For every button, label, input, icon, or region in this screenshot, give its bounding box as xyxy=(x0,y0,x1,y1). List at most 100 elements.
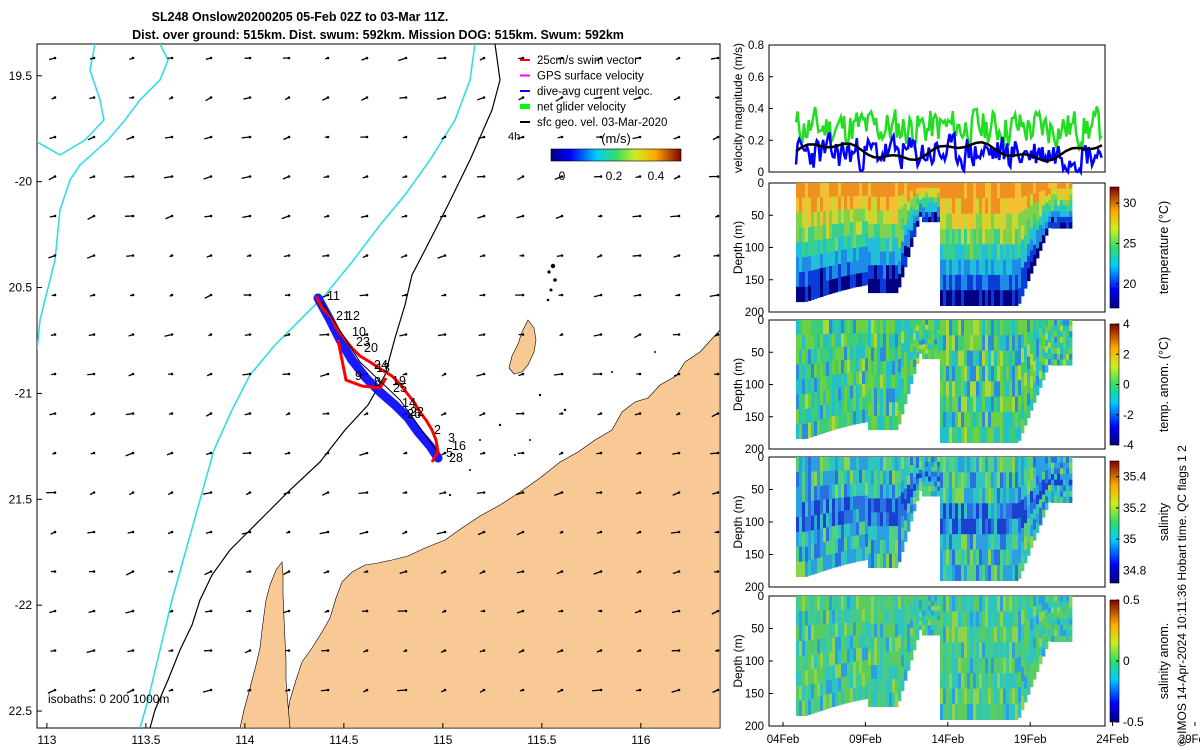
section-cell xyxy=(955,673,959,690)
section-cell xyxy=(1003,503,1007,520)
section-cell xyxy=(808,516,812,532)
section-cell xyxy=(898,596,902,610)
velocity-arrow-head xyxy=(443,56,447,60)
section-cell xyxy=(937,202,941,208)
section-cell xyxy=(883,361,887,376)
section-cell xyxy=(862,647,866,661)
section-cell xyxy=(970,229,974,245)
section-cell xyxy=(889,692,893,707)
velocity-arrow-head xyxy=(170,688,174,692)
section-cell xyxy=(1009,229,1013,245)
section-cell xyxy=(1012,411,1016,428)
section-cell xyxy=(829,484,833,500)
section-cell xyxy=(805,471,809,488)
section-cell xyxy=(1051,613,1055,620)
section-cell xyxy=(937,481,941,487)
section-cell xyxy=(913,622,917,631)
velocity-arrow-head xyxy=(638,372,642,376)
section-cell xyxy=(889,183,893,198)
section-cell xyxy=(1051,342,1055,349)
velocity-arrow-head xyxy=(53,649,57,652)
section-cell xyxy=(835,360,839,375)
section-cell xyxy=(1009,518,1013,535)
velocity-arrow-head xyxy=(404,293,408,297)
section-cell xyxy=(883,251,887,266)
section-cell xyxy=(1051,199,1055,206)
section-cell xyxy=(949,290,953,306)
section-cell xyxy=(991,274,995,291)
surface-velocity-arrows xyxy=(46,56,720,694)
section-cell xyxy=(1027,368,1031,382)
velocity-arrow-head xyxy=(131,609,135,613)
section-cell xyxy=(1039,362,1043,371)
section-cell xyxy=(796,596,800,612)
section-cell xyxy=(964,487,968,504)
section-cell xyxy=(802,625,806,642)
velocity-arrow-head xyxy=(404,175,408,178)
section-cell xyxy=(901,253,905,266)
section-cell xyxy=(967,259,971,276)
velocity-arrow-head xyxy=(560,491,564,494)
section-cell xyxy=(1003,366,1007,382)
map-x-tick-label: 114 xyxy=(235,733,254,747)
section-cell xyxy=(796,183,800,199)
section-cell xyxy=(835,596,839,611)
section-cell xyxy=(868,596,872,611)
section-cell xyxy=(844,386,848,401)
section-cell xyxy=(1009,290,1013,306)
section-cell xyxy=(979,534,983,551)
velocity-arrow-head xyxy=(482,530,486,534)
section-cell xyxy=(796,685,800,702)
section-cell xyxy=(1039,336,1043,346)
section-cell xyxy=(1039,482,1043,492)
section-cell xyxy=(820,334,824,349)
velocity-arrow-head xyxy=(560,333,564,336)
section-cell xyxy=(841,223,845,238)
velocity-arrow-head xyxy=(92,333,96,336)
section-cell xyxy=(853,359,857,373)
section-cell xyxy=(1024,688,1028,703)
velocity-arrow-head xyxy=(716,254,720,257)
section-cell xyxy=(841,276,845,291)
section-cell xyxy=(922,212,926,218)
section-cell xyxy=(964,274,968,291)
section-cell xyxy=(856,397,860,411)
section-cell xyxy=(1030,641,1034,654)
section-cell xyxy=(943,565,947,581)
colorbar-label: temp. anom. (°C) xyxy=(1157,337,1171,432)
section-cell xyxy=(940,411,944,428)
velocity-arrow-head xyxy=(365,293,369,297)
section-cell xyxy=(982,198,986,215)
section-cell xyxy=(955,487,959,504)
section-cell xyxy=(856,470,860,484)
section-cell xyxy=(994,427,998,443)
section-cell xyxy=(928,192,932,198)
section-cell xyxy=(1027,356,1031,370)
section-cell xyxy=(922,596,926,602)
section-cell xyxy=(808,378,812,394)
section-cell xyxy=(1009,366,1013,382)
section-cell xyxy=(961,183,965,199)
section-cell xyxy=(796,457,800,473)
section-cell xyxy=(973,704,977,720)
section-cell xyxy=(856,247,860,262)
section-cell xyxy=(871,320,875,335)
section-cell xyxy=(1054,188,1058,195)
section-cell xyxy=(796,423,800,440)
section-cell xyxy=(904,183,908,194)
section-cell xyxy=(997,335,1001,352)
section-cell xyxy=(1048,210,1052,217)
section-cell xyxy=(1018,380,1022,396)
section-cell xyxy=(928,486,932,492)
section-cell xyxy=(910,596,914,605)
section-cell xyxy=(1006,427,1010,443)
section-cell xyxy=(919,600,923,605)
section-cell xyxy=(859,686,863,701)
colorbar-tick-label: 35 xyxy=(1123,532,1137,546)
section-cell xyxy=(979,457,983,473)
section-cell xyxy=(1015,381,1019,398)
section-cell xyxy=(1003,642,1007,659)
section-cell xyxy=(934,486,938,492)
section-cell xyxy=(805,561,809,577)
section-cell xyxy=(1039,457,1043,466)
